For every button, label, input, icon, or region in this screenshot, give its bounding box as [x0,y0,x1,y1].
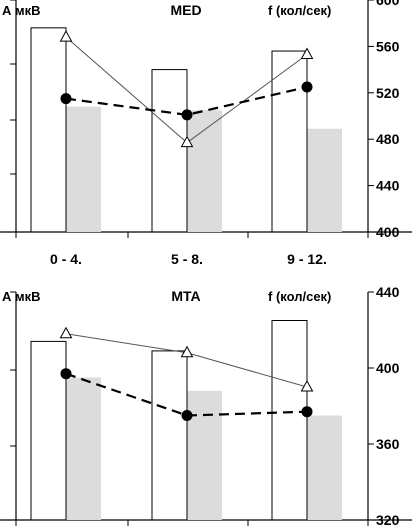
dot-point [60,368,72,380]
right-axis-label: f (кол/сек) [268,289,331,304]
open-bar [271,320,308,521]
right-tick-label: 560 [376,38,400,54]
chart-title: MTA [171,288,200,304]
right-tick-label: 400 [376,224,400,240]
category-label: 0 - 4. [50,251,82,267]
chart-panel-med: 400 440 480 520 560 600 А мкВ MED f (кол/сек) 0 -… [0,0,412,267]
open-bar [271,50,308,233]
dot-point [181,410,193,421]
right-tick-label: 400 [376,360,400,376]
right-tick-label: 440 [376,178,400,194]
right-tick-label: 600 [376,0,400,8]
right-tick-label: 440 [376,284,400,300]
dot-point [301,406,313,418]
gray-bar [307,415,342,520]
open-bar [151,69,188,233]
triangle-point [300,47,314,60]
right-tick-label: 320 [376,512,400,528]
left-axis-label: А мкВ [2,289,41,304]
dot-series-line [65,85,308,116]
gray-bar [66,377,101,520]
triangle-point [59,30,73,42]
gray-bar [66,106,101,232]
open-bar [151,350,188,521]
gray-bar [187,110,222,232]
right-tick-label: 520 [376,85,400,101]
left-axis-label: А мкВ [2,3,41,18]
triangle-point [180,345,194,358]
dot-point [181,109,193,121]
category-label: 5 - 8. [171,251,203,267]
chart-panel-mta: 320 360 400 440 А мкВ MTA f (кол/сек) [0,284,412,528]
open-bar [30,340,67,521]
triangle-point [300,379,314,392]
open-bar [30,27,67,233]
gray-bar [187,390,222,520]
chart-title: MED [170,2,201,18]
dot-point [301,81,313,93]
right-axis-label: f (кол/сек) [268,3,331,18]
triangle-point [59,326,73,339]
gray-bar [307,128,342,232]
category-label: 9 - 12. [287,251,327,267]
triangle-point [180,135,194,148]
right-tick-label: 480 [376,131,400,147]
dot-point [60,93,72,105]
right-tick-label: 360 [376,436,400,452]
